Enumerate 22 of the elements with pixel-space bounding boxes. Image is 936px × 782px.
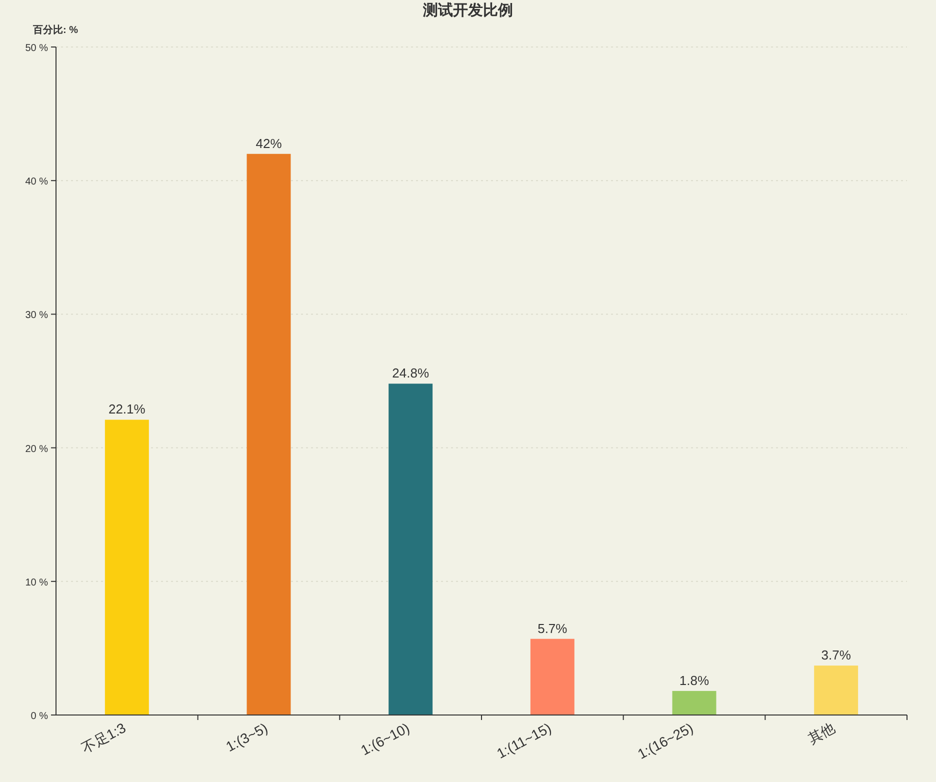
y-tick-label: 20 % <box>25 444 48 455</box>
bar <box>814 666 858 715</box>
y-tick-label: 40 % <box>25 176 48 188</box>
bar <box>388 384 433 715</box>
y-tick-label: 0 % <box>30 711 48 722</box>
bar <box>246 154 291 715</box>
chart-title: 测试开发比例 <box>422 2 513 19</box>
data-label: 42% <box>256 136 282 151</box>
y-axis-title: 百分比: % <box>32 24 78 36</box>
y-tick-label: 10 % <box>25 577 48 588</box>
x-tick-label: 其他 <box>805 720 838 747</box>
data-label: 5.7% <box>538 620 568 636</box>
bar <box>530 638 574 715</box>
x-tick-label: 不足1:3 <box>78 719 129 756</box>
bar <box>104 420 149 715</box>
data-label: 1.8% <box>679 672 710 688</box>
data-label: 24.8% <box>392 366 430 381</box>
data-label: 3.7% <box>821 648 852 663</box>
y-tick-label: 50 % <box>25 43 48 54</box>
data-label: 22.1% <box>108 402 146 417</box>
bar <box>672 690 716 715</box>
y-tick-label: 30 % <box>25 310 48 322</box>
